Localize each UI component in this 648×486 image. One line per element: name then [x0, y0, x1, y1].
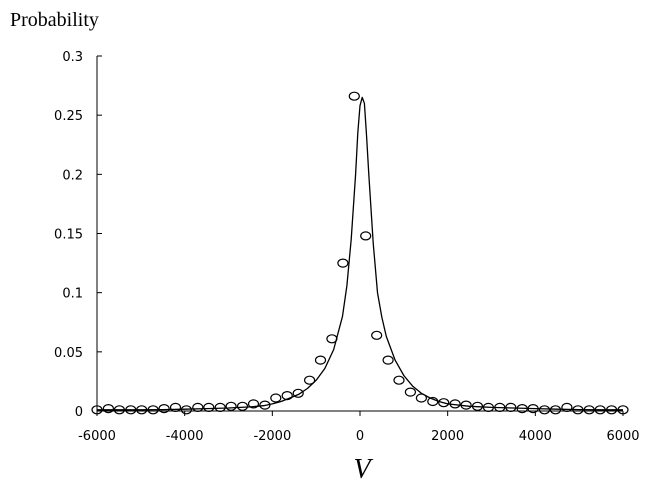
- data-point: [438, 398, 450, 408]
- data-points-layer: [91, 91, 629, 415]
- y-tick-label: 0.15: [54, 228, 83, 243]
- data-point: [203, 402, 215, 412]
- data-point: [259, 400, 271, 410]
- y-axis-label: Probability: [10, 9, 99, 31]
- y-tick-label: 0.1: [62, 287, 83, 302]
- data-point: [605, 405, 618, 415]
- data-point: [538, 405, 551, 415]
- data-point: [427, 396, 439, 407]
- y-tick-label: 0.2: [62, 168, 83, 183]
- data-point: [561, 402, 573, 412]
- data-point: [371, 330, 383, 340]
- data-point: [337, 258, 349, 268]
- data-point: [382, 355, 394, 365]
- y-tick-label: 0.25: [54, 109, 83, 124]
- axes: 0 0.05 0.1 0.15 0.2 0.25 0.3 -6000 -4000 -2000 0 20…: [54, 50, 640, 444]
- data-point: [460, 400, 472, 410]
- data-point: [169, 402, 182, 412]
- data-point: [527, 404, 539, 414]
- x-axis-label: V: [353, 454, 373, 485]
- data-point: [147, 405, 159, 415]
- data-point: [482, 402, 494, 412]
- data-point: [192, 402, 204, 412]
- data-point: [415, 393, 427, 403]
- data-point: [583, 405, 595, 415]
- data-point: [136, 405, 148, 415]
- data-point: [91, 405, 103, 415]
- y-tick-label: 0: [75, 405, 83, 420]
- data-point: [247, 399, 260, 409]
- data-point: [505, 402, 517, 412]
- data-point: [617, 405, 629, 415]
- x-tick-label: -6000: [78, 429, 116, 444]
- data-point: [281, 391, 293, 401]
- data-point: [594, 405, 606, 415]
- x-tick-label: 2000: [431, 429, 464, 444]
- data-point: [471, 401, 484, 411]
- data-point: [314, 355, 327, 365]
- data-point: [549, 405, 562, 415]
- data-point: [572, 405, 584, 415]
- data-point: [180, 405, 192, 415]
- y-tick-label: 0.3: [62, 50, 83, 65]
- data-point: [348, 91, 360, 101]
- x-tick-label: 4000: [519, 429, 552, 444]
- data-point: [225, 401, 237, 411]
- data-point: [304, 375, 316, 385]
- fit-curve: [97, 96, 623, 411]
- data-point: [292, 388, 304, 398]
- data-point: [494, 402, 506, 412]
- data-point: [360, 231, 372, 241]
- data-point: [449, 399, 461, 409]
- y-tick-label: 0.05: [54, 346, 83, 361]
- data-point: [393, 375, 405, 385]
- fit-curve-layer: [97, 96, 623, 411]
- data-point: [214, 402, 226, 412]
- x-tick-label: 0: [356, 429, 364, 444]
- x-tick-label: -4000: [166, 429, 204, 444]
- data-point: [102, 404, 115, 414]
- data-point: [516, 404, 528, 414]
- data-point: [270, 393, 282, 403]
- data-point: [113, 405, 126, 415]
- data-point: [125, 405, 137, 415]
- data-point: [326, 334, 338, 344]
- x-tick-label: 6000: [606, 429, 639, 444]
- data-point: [158, 404, 170, 414]
- data-point: [236, 401, 249, 411]
- x-tick-label: -2000: [253, 429, 291, 444]
- data-point: [404, 387, 416, 397]
